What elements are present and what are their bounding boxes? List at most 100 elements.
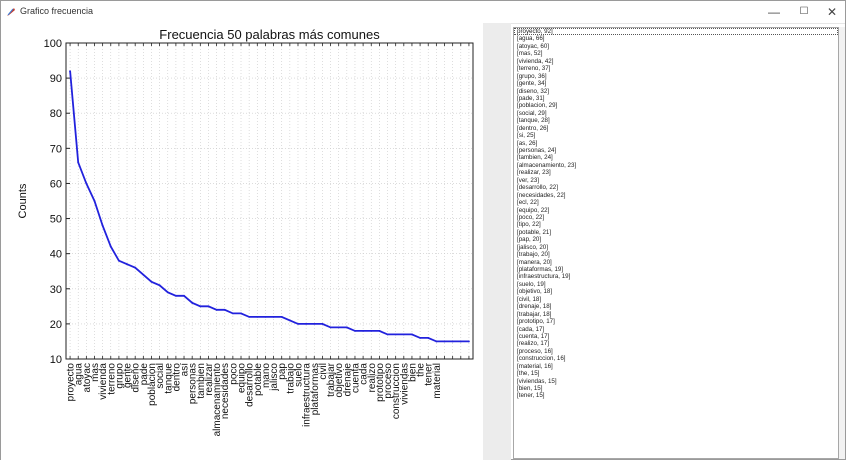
list-item[interactable]: [diseno, 32] [517,87,549,95]
list-item[interactable]: [social, 29] [517,109,547,117]
data-point [85,182,88,185]
list-item[interactable]: [realizo, 17] [517,340,549,348]
data-point [183,294,185,297]
y-tick-label: 20 [50,319,62,331]
data-point [223,308,226,311]
list-item[interactable]: [pade, 31] [517,94,545,102]
x-tick-label: tambien [196,363,207,399]
list-item[interactable]: [dentro, 26] [517,124,549,132]
list-item[interactable]: [ecl, 22] [517,199,539,207]
list-item[interactable]: [drenaje, 18] [517,303,552,311]
list-item[interactable]: [potable, 21] [517,228,552,236]
data-point [199,305,202,308]
list-item[interactable]: [atoyac, 60] [517,42,549,50]
data-point [69,70,71,72]
data-point [248,315,251,318]
list-item[interactable]: [tanque, 28] [517,117,550,125]
list-scrollbar[interactable] [839,27,845,459]
list-item[interactable]: [necesidades, 22] [517,191,566,199]
list-item[interactable]: [trabajar, 18] [517,310,552,318]
list-item[interactable]: [proceso, 16] [517,347,553,355]
x-tick-label: trabajo [285,363,296,394]
data-point [419,337,421,339]
x-tick-label: cuenta [350,363,361,393]
chart-title: Frecuencia 50 palabras más comunes [159,27,380,42]
list-item[interactable]: [objetivo, 18] [517,288,553,296]
list-item[interactable]: [mas, 52] [517,50,543,58]
x-tick-label: necesidades [220,363,231,419]
list-item[interactable]: [grupo, 36] [517,72,547,80]
list-item[interactable]: [pap, 20] [517,236,542,244]
list-item[interactable]: [desarrollo, 22] [517,184,558,192]
maximize-button[interactable]: ☐ [799,6,809,17]
x-tick-label: mano [261,363,272,388]
list-item[interactable]: proyecto, 92] [514,28,838,36]
list-item[interactable]: [infraestructura, 19] [517,273,571,281]
x-tick-label: personas [188,363,199,404]
list-item[interactable]: [equipo, 22] [517,206,550,214]
x-tick-label: proyecto [66,363,77,402]
y-tick-label: 60 [50,178,62,190]
list-item[interactable]: [si, 25] [517,132,536,140]
data-point [264,315,267,318]
list-item[interactable]: [agua, 66] [517,35,545,43]
x-tick-label: social [155,363,166,389]
list-item[interactable]: [almacenamiento, 23] [517,161,577,169]
x-tick-label: así [180,363,191,377]
list-item[interactable]: [tambien, 24] [517,154,553,162]
list-item[interactable]: [vivienda, 42] [517,57,554,65]
x-tick-label: gente [123,363,134,388]
list-item[interactable]: [the, 15] [517,370,540,378]
x-tick-label: dentro [171,363,182,392]
list-item[interactable]: [civil, 18] [517,295,542,303]
list-item[interactable]: [prototipo, 17] [517,318,555,326]
x-tick-label: trabajar [326,362,337,397]
list-item[interactable]: [poblacion, 29] [517,102,558,110]
list-item[interactable]: [gente, 34] [517,80,547,88]
list-item[interactable]: [terreno, 37] [517,65,551,73]
data-point [207,305,210,308]
list-item[interactable]: [tener, 15] [517,392,545,400]
list-item[interactable]: [realizar, 23] [517,169,551,177]
list-item[interactable]: [trabajo, 20] [517,251,550,259]
panel-divider[interactable] [483,23,511,460]
data-point [321,322,324,325]
list-item[interactable]: [bien, 15] [517,385,543,392]
y-tick-label: 10 [50,354,62,366]
list-item[interactable]: [poco, 22] [517,213,545,221]
data-point [394,333,397,336]
data-point [337,326,340,329]
data-point [126,263,128,266]
data-point [174,294,177,297]
list-item[interactable]: [cada, 17] [517,325,545,333]
list-item[interactable]: [jalisco, 20] [517,243,548,251]
minimize-button[interactable]: — [768,5,780,19]
data-point [451,340,454,343]
data-point [272,315,275,318]
list-item[interactable]: [manera, 20] [517,258,552,266]
y-tick-label: 90 [50,73,62,85]
list-item[interactable]: [viviendas, 15] [517,377,557,385]
list-item[interactable]: [suelo, 19] [517,280,546,288]
x-tick-label: equipo [237,363,248,393]
x-tick-label: construccion [391,363,402,419]
close-button[interactable]: ✕ [826,5,838,19]
list-item[interactable]: [construccion, 16] [517,355,566,363]
x-tick-label: suelo [293,363,304,387]
list-item[interactable]: [tipo, 22] [517,221,541,229]
x-tick-label: material [432,363,443,399]
x-tick-label: prototipo [375,363,386,402]
data-point [468,340,470,343]
list-item[interactable]: [cuenta, 17] [517,332,550,340]
list-item[interactable]: [material, 16] [517,362,553,370]
list-item[interactable]: [as, 26] [517,139,538,147]
data-point [329,326,332,329]
y-tick-label: 70 [50,143,62,155]
word-frequency-list[interactable]: proyecto, 92] [agua, 66] [atoyac, 60] [mas,… [513,27,839,459]
list-item[interactable]: [personas, 24] [517,147,557,154]
list-item[interactable]: [ver, 23] [517,176,540,184]
x-tick-label: poco [228,363,239,385]
data-point [158,284,161,287]
list-item[interactable]: [plataformas, 19] [517,266,564,273]
